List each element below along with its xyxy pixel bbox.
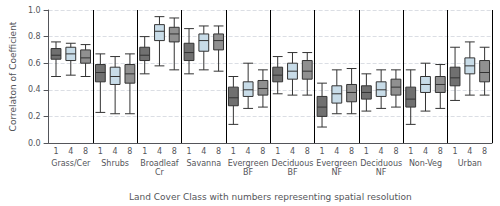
svg-text:4: 4 — [423, 147, 428, 156]
svg-text:Land Cover Class with numbers: Land Cover Class with numbers representi… — [129, 192, 412, 202]
svg-text:4: 4 — [113, 147, 118, 156]
svg-text:8: 8 — [438, 147, 443, 156]
svg-text:0.0: 0.0 — [28, 139, 41, 148]
svg-text:1: 1 — [98, 147, 103, 156]
svg-text:8: 8 — [349, 147, 354, 156]
svg-text:1: 1 — [231, 147, 236, 156]
svg-text:4: 4 — [467, 147, 472, 156]
svg-text:4: 4 — [157, 147, 162, 156]
svg-text:Evergreen: Evergreen — [228, 159, 269, 168]
svg-text:4: 4 — [290, 147, 295, 156]
svg-text:Savanna: Savanna — [186, 159, 221, 168]
svg-text:4: 4 — [201, 147, 206, 156]
svg-text:NF: NF — [376, 168, 387, 177]
svg-text:BF: BF — [243, 168, 253, 177]
svg-text:Non-Veg: Non-Veg — [409, 159, 442, 168]
svg-text:1: 1 — [453, 147, 458, 156]
svg-text:1.0: 1.0 — [28, 6, 41, 15]
svg-text:8: 8 — [216, 147, 221, 156]
svg-text:0.6: 0.6 — [28, 59, 41, 68]
svg-text:8: 8 — [172, 147, 177, 156]
svg-text:Correlaton of Coefficient: Correlaton of Coefficient — [8, 21, 18, 131]
svg-text:8: 8 — [305, 147, 310, 156]
svg-text:0.4: 0.4 — [28, 85, 41, 94]
svg-text:1: 1 — [186, 147, 191, 156]
svg-text:0.8: 0.8 — [28, 32, 41, 41]
svg-text:BF: BF — [287, 168, 297, 177]
svg-text:8: 8 — [127, 147, 132, 156]
svg-text:Deciduous: Deciduous — [360, 159, 402, 168]
svg-text:Urban: Urban — [458, 159, 482, 168]
svg-text:8: 8 — [83, 147, 88, 156]
svg-text:8: 8 — [482, 147, 487, 156]
svg-text:4: 4 — [379, 147, 384, 156]
svg-text:1: 1 — [319, 147, 324, 156]
svg-text:1: 1 — [275, 147, 280, 156]
svg-text:Broadleaf: Broadleaf — [140, 159, 179, 168]
svg-text:4: 4 — [334, 147, 339, 156]
svg-text:1: 1 — [53, 147, 58, 156]
svg-text:0.2: 0.2 — [28, 112, 41, 121]
svg-text:8: 8 — [393, 147, 398, 156]
svg-text:4: 4 — [68, 147, 73, 156]
svg-text:1: 1 — [408, 147, 413, 156]
svg-text:1: 1 — [142, 147, 147, 156]
svg-text:Shrubs: Shrubs — [101, 159, 129, 168]
svg-text:4: 4 — [246, 147, 251, 156]
svg-text:1: 1 — [364, 147, 369, 156]
svg-text:Deciduous: Deciduous — [271, 159, 313, 168]
svg-text:NF: NF — [332, 168, 343, 177]
svg-text:Evergreen: Evergreen — [316, 159, 357, 168]
svg-text:Cr: Cr — [155, 168, 165, 177]
svg-text:Grass/Cer: Grass/Cer — [51, 159, 91, 168]
svg-text:8: 8 — [260, 147, 265, 156]
